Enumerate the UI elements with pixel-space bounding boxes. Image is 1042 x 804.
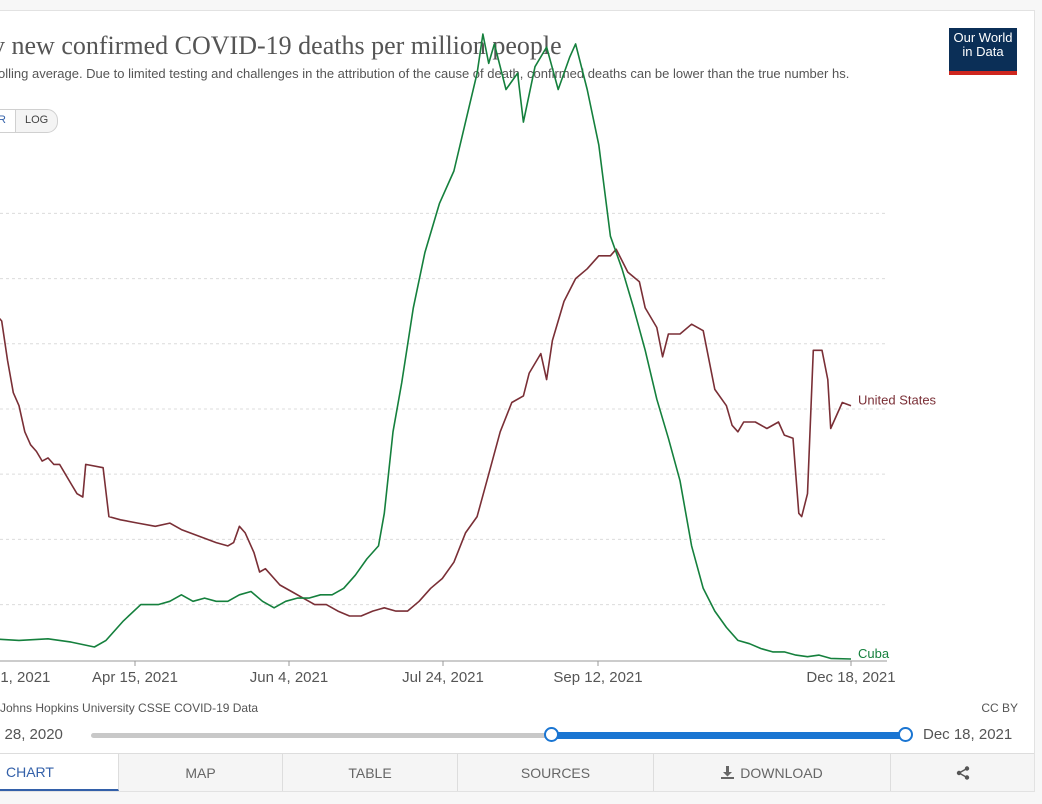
tab-sources[interactable]: SOURCES (458, 754, 654, 791)
series-line-united-states[interactable] (0, 248, 852, 617)
x-tick-label: Dec 18, 2021 (806, 669, 895, 686)
timeline-end-label: Dec 18, 2021 (923, 726, 1013, 743)
tab-download[interactable]: DOWNLOAD (654, 754, 891, 791)
timeline-start-label: n 28, 2020 (0, 726, 63, 743)
chart-card: y new confirmed COVID-19 deaths per mill… (0, 10, 1035, 792)
line-chart: 21, 2021 Apr 15, 2021 Jun 4, 2021 Jul 24, 2… (0, 33, 937, 686)
license-link[interactable]: CC BY (981, 701, 1018, 715)
x-tick-label: Sep 12, 2021 (553, 669, 642, 686)
source-note: Johns Hopkins University CSSE COVID-19 D… (0, 701, 259, 715)
tab-map[interactable]: MAP (119, 754, 283, 791)
logo-line-2: in Data (962, 44, 1004, 59)
timeline-start-handle[interactable] (544, 727, 560, 742)
tab-bar: CHART MAP TABLE SOURCES DOWNLOAD (0, 753, 1034, 791)
timeline-end-handle[interactable] (897, 727, 913, 742)
tab-table[interactable]: TABLE (283, 754, 458, 791)
series-lines (0, 33, 852, 660)
log-scale-button[interactable]: LOG (24, 114, 49, 126)
series-labels: United States Cuba (858, 393, 937, 661)
linear-scale-button[interactable]: R (0, 110, 16, 132)
chart-title: y new confirmed COVID-19 deaths per mill… (0, 31, 562, 60)
series-label[interactable]: Cuba (858, 646, 890, 661)
download-icon (721, 766, 735, 779)
series-label[interactable]: United States (858, 393, 937, 408)
tab-share[interactable] (891, 754, 1034, 791)
x-tick-label: 21, 2021 (0, 669, 50, 686)
tab-download-label: DOWNLOAD (740, 764, 823, 781)
tab-chart[interactable]: CHART (0, 754, 119, 791)
gridlines (0, 212, 887, 606)
series-line-cuba[interactable] (0, 33, 852, 660)
logo-line-1: Our World (953, 30, 1013, 45)
x-axis: 21, 2021 Apr 15, 2021 Jun 4, 2021 Jul 24, 2… (0, 660, 896, 686)
x-tick-label: Jul 24, 2021 (402, 669, 484, 686)
timeline-track[interactable] (91, 733, 905, 738)
owid-logo[interactable]: Our World in Data (949, 28, 1017, 75)
share-icon (956, 765, 969, 780)
scale-toggle[interactable]: R LOG (0, 109, 59, 133)
x-tick-label: Apr 15, 2021 (92, 669, 178, 686)
timeline-selected-range[interactable] (551, 732, 905, 739)
x-tick-label: Jun 4, 2021 (250, 669, 328, 686)
chart-subtitle: olling average. Due to limited testing a… (0, 66, 850, 81)
